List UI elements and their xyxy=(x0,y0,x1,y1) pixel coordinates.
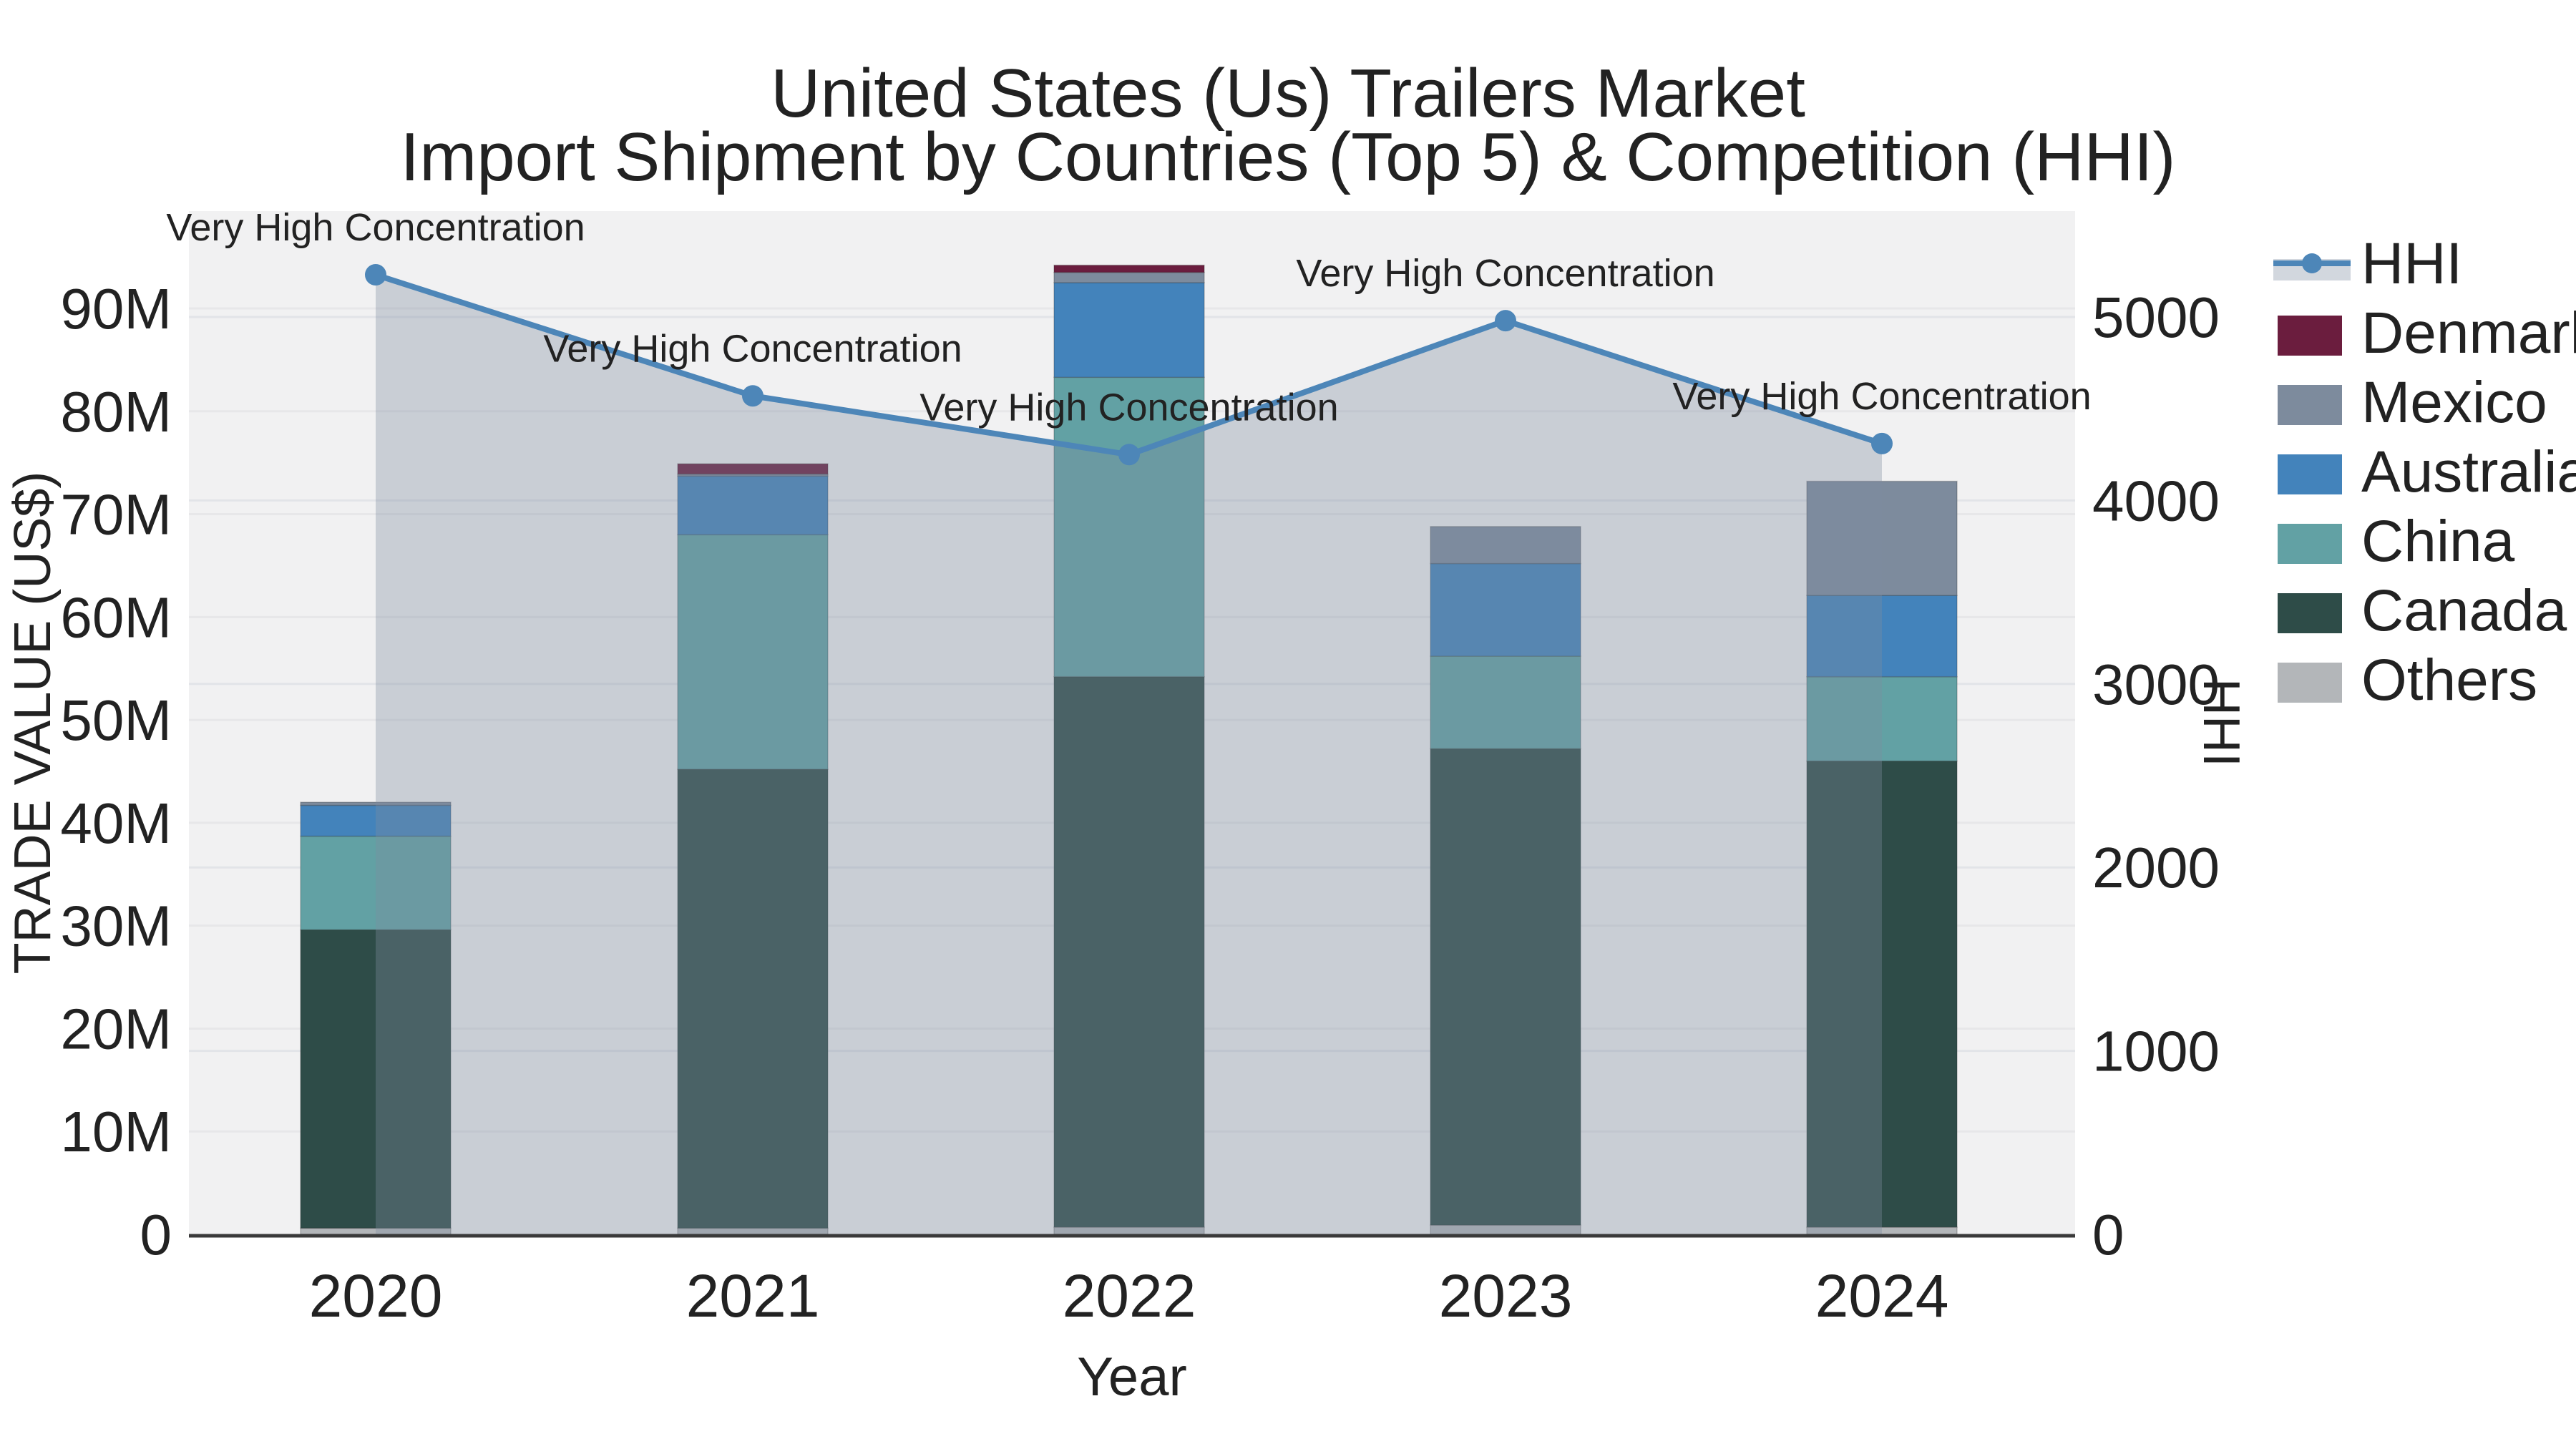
hhi-area-fill xyxy=(376,275,1882,1234)
stacked-bars xyxy=(300,264,1958,1235)
bar-segment-china-2021[interactable] xyxy=(677,534,829,770)
bar-segment-denmark-2022[interactable] xyxy=(1053,264,1205,273)
bar-segment-china-2022[interactable] xyxy=(1053,376,1205,678)
hhi-point-2022[interactable] xyxy=(1118,444,1140,466)
annotations: Very High Concentration Very High Concent… xyxy=(166,206,2091,429)
bar-2024[interactable] xyxy=(1806,480,1958,1235)
bar-segment-australia-2020[interactable] xyxy=(300,804,452,837)
bar-segment-canada-2020[interactable] xyxy=(300,929,452,1229)
y-left-tick-50M: 50M xyxy=(60,688,172,752)
annotation-2022: Very High Concentration xyxy=(919,386,1338,429)
legend-label-australia[interactable]: Australia xyxy=(2361,439,2576,504)
bar-segment-australia-2022[interactable] xyxy=(1053,282,1205,379)
annotation-2021: Very High Concentration xyxy=(543,327,962,370)
legend: HHIDenmarkMexicoAustraliaChinaCanadaOthe… xyxy=(2273,231,2576,713)
y-left-tick-10M: 10M xyxy=(60,1100,172,1163)
y-right-tick-2000: 2000 xyxy=(2092,836,2220,899)
x-tick-2023: 2023 xyxy=(1439,1262,1573,1330)
hhi-point-2023[interactable] xyxy=(1495,310,1516,332)
y-right-tick-0: 0 xyxy=(2092,1203,2124,1267)
bar-segment-mexico-2024[interactable] xyxy=(1806,480,1958,596)
chart-title-line1: United States (Us) Trailers Market xyxy=(771,55,1805,132)
bar-segment-canada-2021[interactable] xyxy=(677,769,829,1229)
bar-2020[interactable] xyxy=(300,801,452,1235)
y-right-tick-3000: 3000 xyxy=(2092,653,2220,716)
bar-segment-canada-2022[interactable] xyxy=(1053,675,1205,1228)
bar-segment-denmark-2021[interactable] xyxy=(677,463,829,475)
legend-swatch-others xyxy=(2278,663,2342,703)
y-left-tick-60M: 60M xyxy=(60,585,172,649)
bar-segment-australia-2023[interactable] xyxy=(1430,562,1581,657)
bar-segment-mexico-2022[interactable] xyxy=(1053,271,1205,283)
x-tick-2021: 2021 xyxy=(686,1262,820,1330)
legend-label-others[interactable]: Others xyxy=(2361,648,2537,713)
y-right-tick-4000: 4000 xyxy=(2092,469,2220,532)
legend-swatch-denmark xyxy=(2278,316,2342,356)
legend-item-canada[interactable]: Canada xyxy=(2278,578,2567,643)
y-left-tick-20M: 20M xyxy=(60,997,172,1060)
y-left-tick-90M: 90M xyxy=(60,277,172,341)
y-right-tick-5000: 5000 xyxy=(2092,286,2220,349)
bar-segment-china-2024[interactable] xyxy=(1806,675,1958,762)
axis-ticks: 0 10M 20M 30M 40M 50M 60M 70M 80M 90M 0 1000 2000 300… xyxy=(60,277,2220,1330)
y-right-axis-title: HHI xyxy=(2192,678,2250,767)
legend-label-china[interactable]: China xyxy=(2361,509,2515,574)
legend-swatch-canada xyxy=(2278,593,2342,633)
x-tick-2020: 2020 xyxy=(309,1262,443,1330)
y-left-tick-30M: 30M xyxy=(60,894,172,958)
legend-item-hhi[interactable]: HHI xyxy=(2273,231,2462,296)
y-left-tick-0M: 0 xyxy=(140,1203,172,1267)
legend-item-others[interactable]: Others xyxy=(2278,648,2537,713)
legend-item-denmark[interactable]: Denmark xyxy=(2278,301,2576,366)
chart-title-line2: Import Shipment by Countries (Top 5) & C… xyxy=(401,119,2176,195)
bar-segment-china-2020[interactable] xyxy=(300,835,452,931)
legend-item-mexico[interactable]: Mexico xyxy=(2278,370,2547,435)
y-left-axis-title: TRADE VALUE (US$) xyxy=(4,472,62,975)
bar-segment-mexico-2023[interactable] xyxy=(1430,526,1581,565)
x-axis-title: Year xyxy=(1077,1347,1187,1407)
annotation-2020: Very High Concentration xyxy=(166,206,585,249)
legend-swatch-australia xyxy=(2278,454,2342,494)
bar-2022[interactable] xyxy=(1053,264,1205,1235)
annotation-2024: Very High Concentration xyxy=(1672,375,2091,418)
legend-label-mexico[interactable]: Mexico xyxy=(2361,370,2547,435)
legend-label-canada[interactable]: Canada xyxy=(2361,578,2567,643)
legend-hhi-marker-glyph xyxy=(2302,253,2322,273)
bar-segment-canada-2024[interactable] xyxy=(1806,760,1958,1228)
bar-segment-canada-2023[interactable] xyxy=(1430,748,1581,1226)
hhi-point-2024[interactable] xyxy=(1871,432,1893,454)
x-tick-2022: 2022 xyxy=(1063,1262,1196,1330)
hhi-area-polygon xyxy=(376,275,1882,1234)
bar-segment-mexico-2020[interactable] xyxy=(300,801,452,806)
hhi-point-2021[interactable] xyxy=(742,385,763,407)
y-left-tick-40M: 40M xyxy=(60,791,172,855)
hhi-line xyxy=(365,264,1893,466)
y-left-tick-80M: 80M xyxy=(60,380,172,444)
x-tick-2024: 2024 xyxy=(1815,1262,1949,1330)
y-left-tick-70M: 70M xyxy=(60,483,172,547)
legend-swatch-mexico xyxy=(2278,385,2342,425)
legend-swatch-china xyxy=(2278,524,2342,564)
y-right-tick-1000: 1000 xyxy=(2092,1020,2220,1083)
legend-label-hhi[interactable]: HHI xyxy=(2361,231,2462,296)
legend-item-australia[interactable]: Australia xyxy=(2278,439,2576,504)
bar-2021[interactable] xyxy=(677,463,829,1235)
legend-item-china[interactable]: China xyxy=(2278,509,2515,574)
annotation-2023: Very High Concentration xyxy=(1296,252,1714,295)
bar-segment-china-2023[interactable] xyxy=(1430,655,1581,750)
hhi-point-2020[interactable] xyxy=(365,264,386,286)
bar-2023[interactable] xyxy=(1430,526,1581,1235)
legend-label-denmark[interactable]: Denmark xyxy=(2361,301,2576,366)
